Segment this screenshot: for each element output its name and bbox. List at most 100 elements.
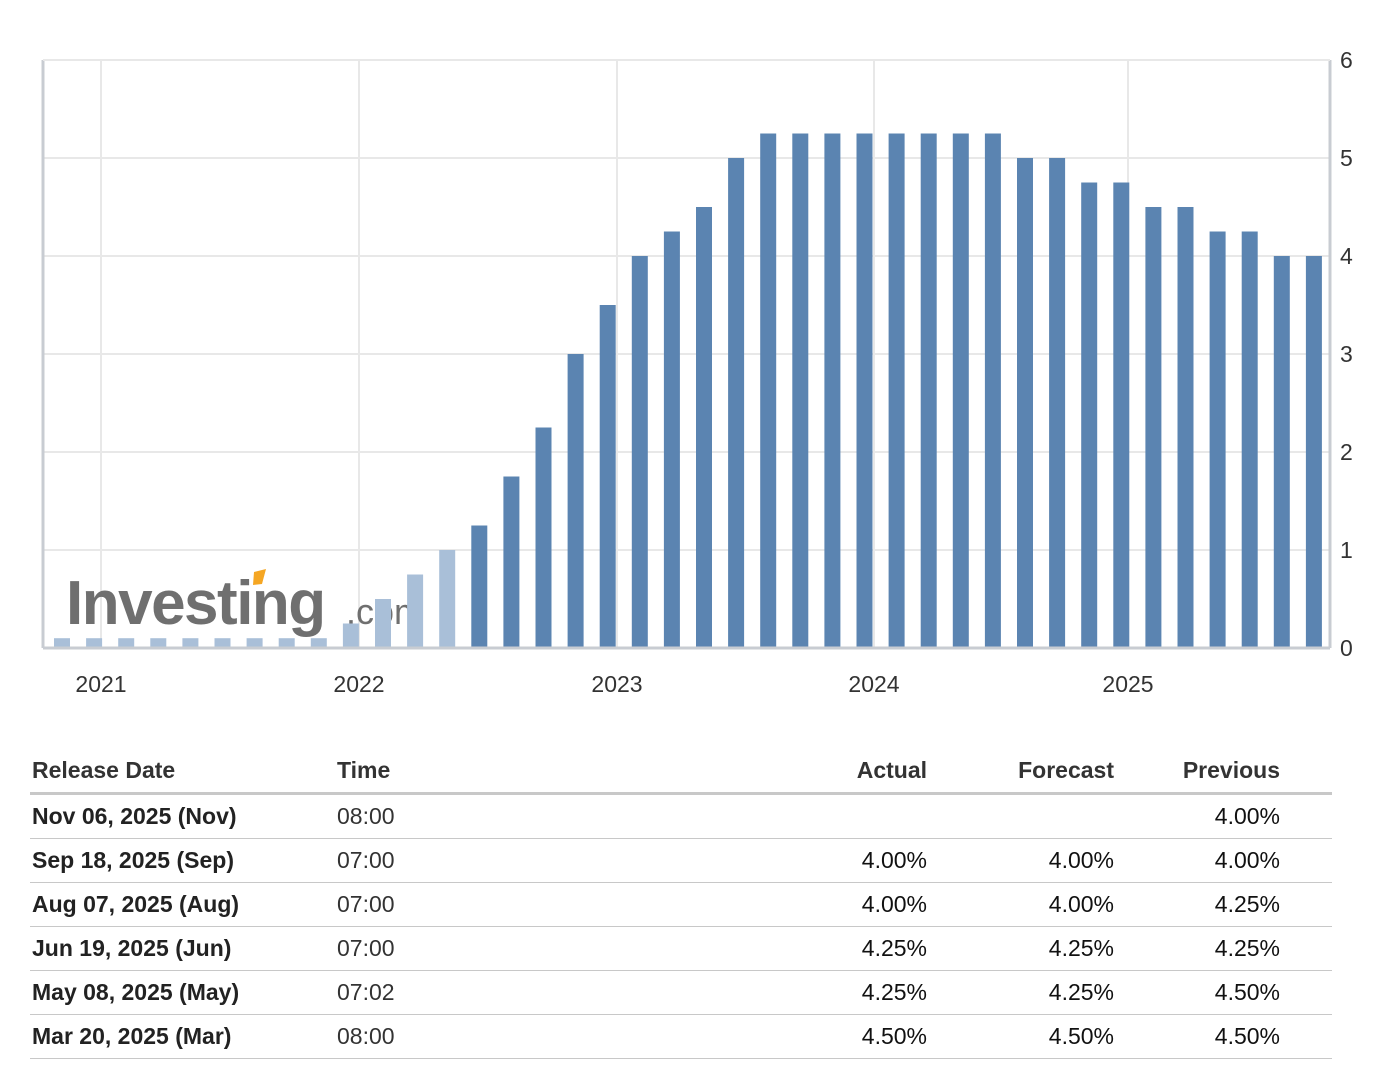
bar[interactable] xyxy=(54,638,70,648)
bar[interactable] xyxy=(150,638,167,648)
y-axis-ticks: 0 1 2 3 4 5 6 xyxy=(1340,47,1353,661)
bar[interactable] xyxy=(1241,231,1258,649)
header-previous[interactable]: Previous xyxy=(1114,748,1280,795)
bar[interactable] xyxy=(439,550,456,648)
y-tick-label: 4 xyxy=(1340,243,1353,269)
bar[interactable] xyxy=(310,638,327,648)
chart-axes xyxy=(41,59,1332,650)
row-spacer xyxy=(1280,1014,1332,1059)
investing-watermark: Investing .com xyxy=(66,569,424,638)
release-history-table: Release Date Time Actual Forecast Previo… xyxy=(30,748,1332,1059)
bar[interactable] xyxy=(599,305,616,648)
table-row: Sep 18, 2025 (Sep) 07:00 4.00% 4.00% 4.0… xyxy=(30,838,1332,883)
bar[interactable] xyxy=(1209,231,1226,649)
forecast-cell xyxy=(927,793,1114,839)
chart-bars xyxy=(54,133,1322,649)
bar[interactable] xyxy=(535,427,552,649)
bar[interactable] xyxy=(1305,256,1322,648)
bar[interactable] xyxy=(1273,256,1290,648)
bar[interactable] xyxy=(856,133,873,649)
bar[interactable] xyxy=(1177,207,1194,648)
x-tick-label: 2024 xyxy=(848,671,899,697)
chart-grid xyxy=(43,59,1330,648)
header-time[interactable]: Time xyxy=(337,748,777,795)
y-tick-label: 0 xyxy=(1340,635,1353,661)
bar[interactable] xyxy=(920,133,937,649)
actual-cell: 4.00% xyxy=(777,838,927,883)
bar-chart: Investing .com 2021 2022 2023 2024 2025 0 1 2 3… xyxy=(41,47,1353,697)
x-tick-label: 2023 xyxy=(591,671,642,697)
bar[interactable] xyxy=(407,574,424,649)
time-cell: 07:00 xyxy=(337,838,777,883)
watermark-accent-mark xyxy=(253,569,266,585)
release-date-cell: Aug 07, 2025 (Aug) xyxy=(30,882,337,927)
time-cell: 07:02 xyxy=(337,970,777,1015)
y-tick-label: 2 xyxy=(1340,439,1353,465)
header-actual[interactable]: Actual xyxy=(777,748,927,795)
bar[interactable] xyxy=(86,638,103,648)
bar[interactable] xyxy=(1017,158,1033,648)
bar[interactable] xyxy=(888,133,905,649)
bar[interactable] xyxy=(1049,158,1066,648)
bar[interactable] xyxy=(728,158,745,648)
bar[interactable] xyxy=(342,623,359,649)
time-cell: 07:00 xyxy=(337,882,777,927)
bar[interactable] xyxy=(278,638,295,648)
previous-cell: 4.50% xyxy=(1114,1014,1280,1059)
previous-cell: 4.00% xyxy=(1114,793,1280,839)
row-spacer xyxy=(1280,970,1332,1015)
bar[interactable] xyxy=(182,638,199,648)
previous-cell: 4.00% xyxy=(1114,838,1280,883)
bar[interactable] xyxy=(246,638,263,648)
forecast-cell: 4.00% xyxy=(927,882,1114,927)
header-release-date[interactable]: Release Date xyxy=(30,748,337,795)
release-date-cell: May 08, 2025 (May) xyxy=(30,970,337,1015)
previous-cell: 4.50% xyxy=(1114,970,1280,1015)
bar[interactable] xyxy=(567,354,584,648)
bar[interactable] xyxy=(984,133,1001,649)
bar[interactable] xyxy=(1145,207,1162,648)
previous-cell: 4.25% xyxy=(1114,882,1280,927)
x-tick-label: 2025 xyxy=(1102,671,1153,697)
actual-cell: 4.50% xyxy=(777,1014,927,1059)
actual-cell: 4.25% xyxy=(777,926,927,971)
bar[interactable] xyxy=(375,599,391,648)
header-spacer xyxy=(1280,748,1332,795)
forecast-cell: 4.50% xyxy=(927,1014,1114,1059)
table-row: Jun 19, 2025 (Jun) 07:00 4.25% 4.25% 4.2… xyxy=(30,926,1332,971)
row-spacer xyxy=(1280,926,1332,971)
time-cell: 08:00 xyxy=(337,793,777,839)
row-spacer xyxy=(1280,882,1332,927)
header-forecast[interactable]: Forecast xyxy=(927,748,1114,795)
bar[interactable] xyxy=(663,231,680,649)
bar[interactable] xyxy=(696,207,712,648)
bar[interactable] xyxy=(1113,182,1130,649)
actual-cell: 4.00% xyxy=(777,882,927,927)
bar[interactable] xyxy=(1081,182,1098,649)
bar[interactable] xyxy=(118,638,135,648)
bar[interactable] xyxy=(792,133,809,649)
previous-cell: 4.25% xyxy=(1114,926,1280,971)
table-row: May 08, 2025 (May) 07:02 4.25% 4.25% 4.5… xyxy=(30,970,1332,1015)
row-spacer xyxy=(1280,838,1332,883)
bar[interactable] xyxy=(471,525,488,649)
bar[interactable] xyxy=(952,133,969,649)
x-axis-ticks: 2021 2022 2023 2024 2025 xyxy=(75,671,1153,697)
y-tick-label: 5 xyxy=(1340,145,1353,171)
x-tick-label: 2022 xyxy=(333,671,384,697)
y-tick-label: 3 xyxy=(1340,341,1353,367)
bar[interactable] xyxy=(760,133,777,649)
release-date-cell: Sep 18, 2025 (Sep) xyxy=(30,838,337,883)
bar[interactable] xyxy=(214,638,231,648)
forecast-cell: 4.25% xyxy=(927,926,1114,971)
time-cell: 08:00 xyxy=(337,1014,777,1059)
bar[interactable] xyxy=(824,133,841,649)
bar[interactable] xyxy=(631,256,648,648)
watermark-brand: Investing xyxy=(66,569,325,638)
forecast-cell: 4.00% xyxy=(927,838,1114,883)
bar[interactable] xyxy=(503,476,520,649)
y-tick-label: 6 xyxy=(1340,47,1353,73)
release-date-cell: Jun 19, 2025 (Jun) xyxy=(30,926,337,971)
x-tick-label: 2021 xyxy=(75,671,126,697)
actual-cell xyxy=(777,793,927,839)
